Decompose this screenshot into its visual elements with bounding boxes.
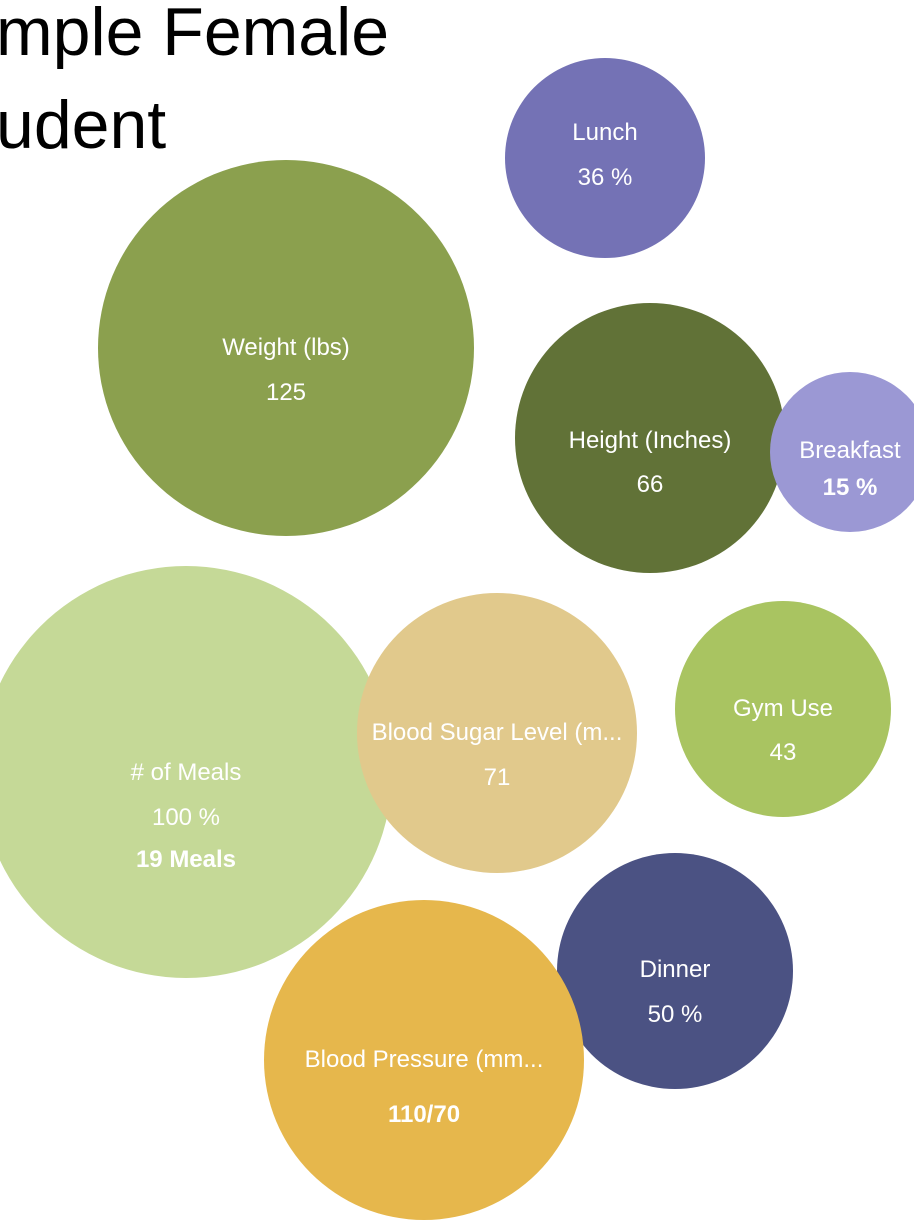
bubble-label-breakfast: Breakfast <box>799 437 901 464</box>
bubble-circle-height <box>515 303 785 573</box>
bubble-weight[interactable]: Weight (lbs) 125 <box>98 160 474 536</box>
bubble-circle-weight <box>98 160 474 536</box>
bubble-label-dinner: Dinner <box>640 956 711 983</box>
bubble-circle-dinner <box>557 853 793 1089</box>
bubble-meals[interactable]: # of Meals 100 % 19 Meals <box>0 566 392 978</box>
bubble-label-gym: Gym Use <box>733 695 833 722</box>
bubble-label-height: Height (Inches) <box>569 427 732 454</box>
bubble-circle-lunch <box>505 58 705 258</box>
bubble-blood-pressure[interactable]: Blood Pressure (mm... 110/70 <box>264 900 584 1220</box>
bubble-blood-sugar[interactable]: Blood Sugar Level (m... 71 <box>357 593 637 873</box>
bubble-value-dinner: 50 % <box>648 1001 703 1028</box>
bubble-dinner[interactable]: Dinner 50 % <box>557 853 793 1089</box>
bubble-value-height: 66 <box>637 471 664 498</box>
title-line-1: mple Female <box>0 0 389 70</box>
title-line-2: udent <box>0 87 166 163</box>
bubble-value-breakfast: 15 % <box>823 474 878 501</box>
bubble-label-meals: # of Meals <box>131 759 242 786</box>
bubble-circle-blood-pressure <box>264 900 584 1220</box>
bubble-label-weight: Weight (lbs) <box>222 334 350 361</box>
bubble-value-meals: 100 % <box>152 804 220 831</box>
bubble-breakfast[interactable]: Breakfast 15 % <box>770 372 914 532</box>
chart-title: mple Female udent <box>0 0 389 163</box>
bubble-circle-breakfast <box>770 372 914 532</box>
bubble-value-gym: 43 <box>770 739 797 766</box>
bubbles-layer: Weight (lbs) 125 Lunch 36 % Height (Inches) 6… <box>0 58 914 1220</box>
bubble-label-blood-sugar: Blood Sugar Level (m... <box>372 719 623 746</box>
bubble-label-lunch: Lunch <box>572 119 637 146</box>
bubble-value-blood-pressure: 110/70 <box>388 1101 460 1128</box>
bubble-circle-meals <box>0 566 392 978</box>
bubble-gym[interactable]: Gym Use 43 <box>675 601 891 817</box>
bubble-circle-gym <box>675 601 891 817</box>
bubble-extra-meals: 19 Meals <box>136 846 236 873</box>
bubble-label-blood-pressure: Blood Pressure (mm... <box>305 1046 544 1073</box>
bubble-value-blood-sugar: 71 <box>484 764 511 791</box>
bubble-circle-blood-sugar <box>357 593 637 873</box>
bubble-height[interactable]: Height (Inches) 66 <box>515 303 785 573</box>
bubble-value-weight: 125 <box>266 379 306 406</box>
bubble-value-lunch: 36 % <box>578 164 633 191</box>
bubble-lunch[interactable]: Lunch 36 % <box>505 58 705 258</box>
